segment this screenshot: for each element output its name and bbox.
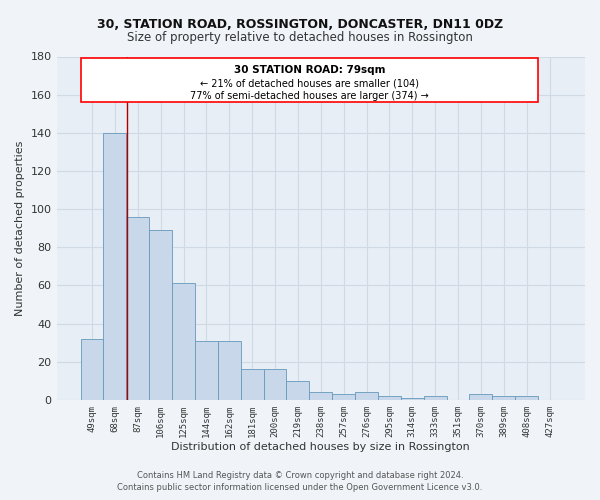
- X-axis label: Distribution of detached houses by size in Rossington: Distribution of detached houses by size …: [172, 442, 470, 452]
- Bar: [493, 396, 515, 400]
- FancyBboxPatch shape: [80, 58, 538, 102]
- Bar: [424, 396, 446, 400]
- Bar: [469, 394, 493, 400]
- Bar: [378, 396, 401, 400]
- Text: ← 21% of detached houses are smaller (104): ← 21% of detached houses are smaller (10…: [200, 78, 419, 88]
- Bar: [355, 392, 378, 400]
- Bar: [515, 396, 538, 400]
- Bar: [195, 340, 218, 400]
- Bar: [149, 230, 172, 400]
- Bar: [127, 216, 149, 400]
- Bar: [332, 394, 355, 400]
- Text: 30 STATION ROAD: 79sqm: 30 STATION ROAD: 79sqm: [233, 65, 385, 75]
- Text: Contains HM Land Registry data © Crown copyright and database right 2024.
Contai: Contains HM Land Registry data © Crown c…: [118, 471, 482, 492]
- Bar: [263, 370, 286, 400]
- Text: 77% of semi-detached houses are larger (374) →: 77% of semi-detached houses are larger (…: [190, 90, 429, 101]
- Bar: [80, 339, 103, 400]
- Bar: [286, 381, 310, 400]
- Bar: [218, 340, 241, 400]
- Bar: [310, 392, 332, 400]
- Bar: [172, 284, 195, 400]
- Bar: [241, 370, 263, 400]
- Text: 30, STATION ROAD, ROSSINGTON, DONCASTER, DN11 0DZ: 30, STATION ROAD, ROSSINGTON, DONCASTER,…: [97, 18, 503, 30]
- Bar: [103, 133, 127, 400]
- Bar: [401, 398, 424, 400]
- Y-axis label: Number of detached properties: Number of detached properties: [15, 140, 25, 316]
- Text: Size of property relative to detached houses in Rossington: Size of property relative to detached ho…: [127, 32, 473, 44]
